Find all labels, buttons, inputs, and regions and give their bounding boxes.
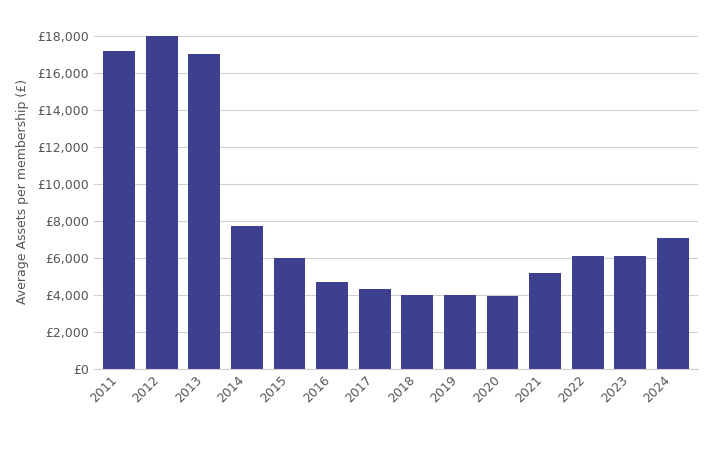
Bar <box>231 226 263 369</box>
Bar <box>614 256 647 369</box>
Bar <box>274 258 305 369</box>
Bar <box>529 273 561 369</box>
Bar <box>487 296 518 369</box>
Y-axis label: Average Assets per membership (£): Average Assets per membership (£) <box>16 79 29 304</box>
Bar <box>145 36 178 369</box>
Bar <box>316 282 348 369</box>
Bar <box>657 238 689 369</box>
Bar <box>401 295 433 369</box>
Bar <box>359 289 391 369</box>
Bar <box>572 256 603 369</box>
Bar <box>444 295 476 369</box>
Bar <box>189 54 220 369</box>
Bar <box>103 50 135 369</box>
